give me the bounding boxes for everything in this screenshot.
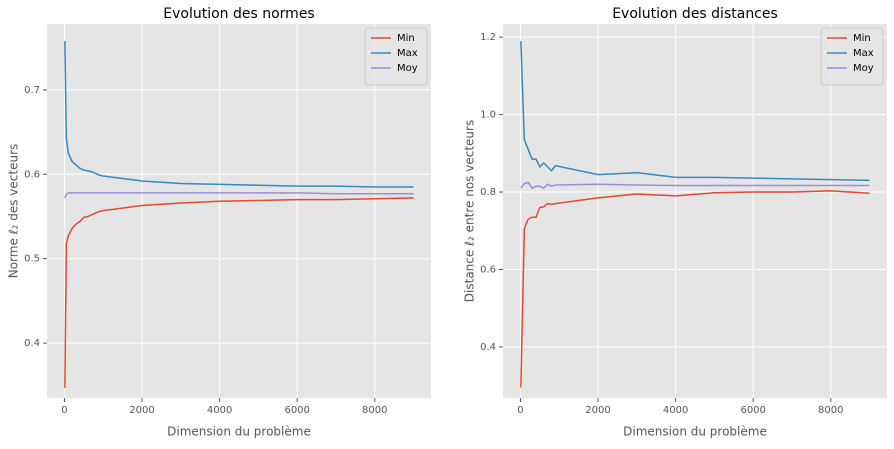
legend-label: Min [853,33,871,44]
chart-title: Evolution des normes [163,6,314,22]
x-tick-label: 2000 [129,405,154,416]
chart-title: Evolution des distances [612,6,778,22]
y-axis-label: Distance ℓ₂ entre nos vecteurs [463,120,477,302]
legend-box [364,27,428,86]
y-tick-label: 0.6 [24,169,40,180]
y-tick-label: 0.7 [24,85,40,96]
series-line [520,190,870,388]
legend-label: Min [397,33,415,44]
y-tick-label: 0.4 [24,338,40,349]
y-tick-label: 0.4 [480,342,496,353]
series-line [64,192,414,199]
x-tick-label: 4000 [207,405,232,416]
series-line [520,181,870,190]
x-tick-label: 4000 [663,405,688,416]
series-line [64,197,414,388]
legend-label: Max [853,48,874,59]
x-tick-label: 8000 [818,405,843,416]
plot-area [503,24,887,398]
y-tick-label: 1.0 [480,110,496,121]
x-tick-label: 0 [61,405,67,416]
series-line [64,40,414,188]
legend-label: Moy [397,63,418,74]
x-tick-label: 2000 [585,405,610,416]
x-tick-label: 0 [517,405,523,416]
y-tick-label: 0.8 [480,187,496,198]
x-axis-label: Dimension du problème [167,425,311,439]
y-axis-label: Norme ℓ₂ des vecteurs [7,144,21,279]
x-axis-label: Dimension du problème [623,425,767,439]
x-tick-label: 8000 [362,405,387,416]
plot-area [47,24,431,398]
y-tick-label: 1.2 [480,32,496,43]
y-tick-label: 0.6 [480,264,496,275]
legend-label: Max [397,48,418,59]
x-tick-label: 6000 [284,405,309,416]
legend-label: Moy [853,63,874,74]
x-tick-label: 6000 [740,405,765,416]
series-line [520,41,870,182]
y-tick-label: 0.5 [24,254,40,265]
legend-box [820,27,884,86]
